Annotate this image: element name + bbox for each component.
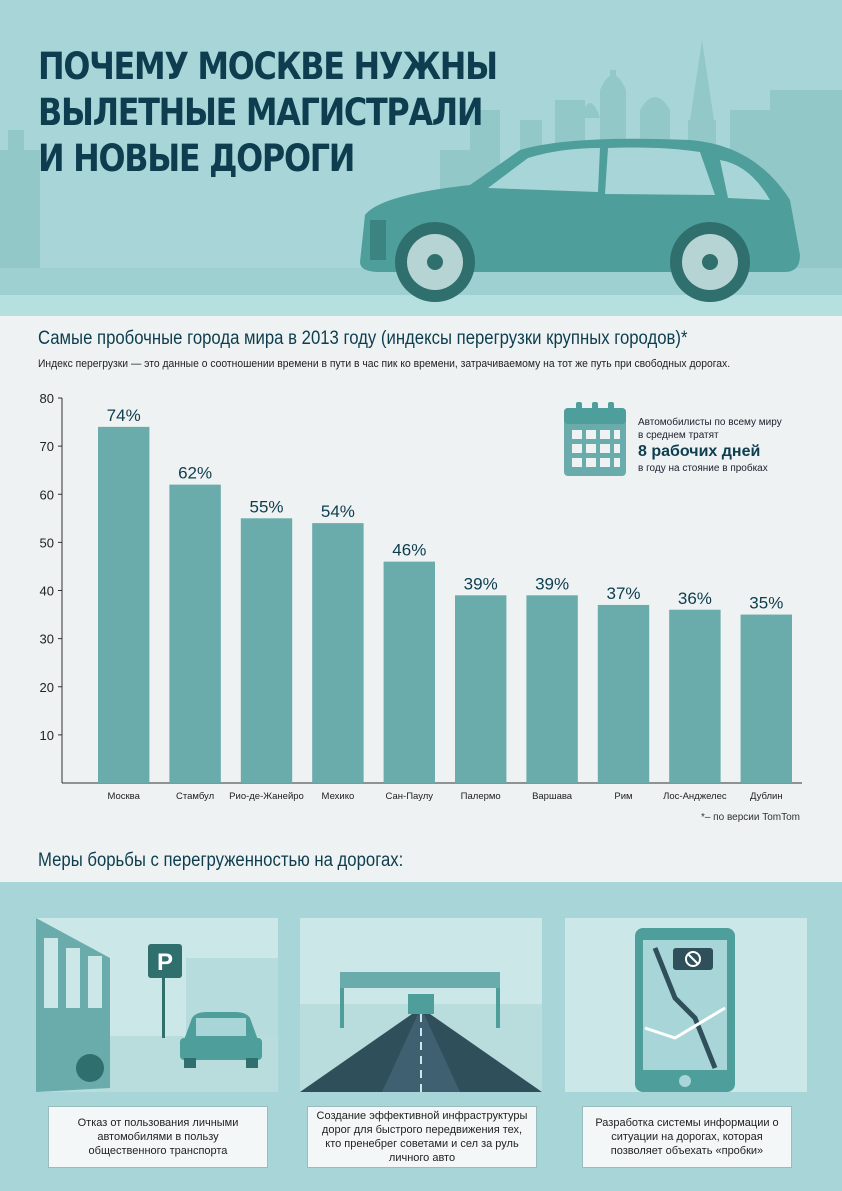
y-tick-label: 50: [40, 535, 54, 550]
bar-3: [240, 518, 293, 783]
road-icon: [300, 918, 542, 1092]
bar-10: [740, 614, 793, 783]
bar-4: [312, 523, 364, 783]
header-banner: ПОЧЕМУ МОСКВЕ НУЖНЫ ВЫЛЕТНЫЕ МАГИСТРАЛИ …: [0, 0, 842, 316]
category-label: Рим: [614, 791, 632, 802]
category-label: Москва: [107, 791, 140, 802]
chart-description: Индекс перегрузки — это данные о соотнош…: [38, 358, 731, 370]
measure-panel-transport: P: [36, 918, 278, 1092]
callout-highlight: 8 рабочих дней: [638, 443, 761, 460]
y-tick-label: 20: [40, 680, 54, 695]
bar-value-label: 39%: [464, 574, 498, 593]
category-label: Стамбул: [176, 791, 214, 802]
bar-value-label: 55%: [249, 497, 283, 516]
category-label: Дублин: [750, 791, 783, 802]
callout-box: Автомобилисты по всему миру в среднем тр…: [560, 400, 810, 490]
bar-value-label: 62%: [178, 464, 212, 483]
measures-section: P: [0, 882, 842, 1191]
navigator-icon: [565, 918, 807, 1092]
measure-caption-2: Создание эффективной инфраструктуры доро…: [307, 1106, 537, 1168]
bar-8: [597, 604, 650, 783]
city-car-illustration: [0, 40, 842, 316]
y-tick-label: 30: [40, 632, 54, 647]
bar-9: [669, 609, 721, 783]
bar-value-label: 39%: [535, 574, 569, 593]
y-tick-label: 40: [40, 584, 54, 599]
source-note: *– по версии TomTom: [700, 812, 800, 823]
calendar-icon: [564, 402, 626, 476]
car-icon: [360, 138, 800, 302]
bar-value-label: 46%: [392, 541, 426, 560]
y-tick-label: 60: [40, 487, 54, 502]
category-label: Рио-де-Жанейро: [229, 791, 304, 802]
callout-line-3: в году на стояние в пробках: [638, 463, 768, 474]
bar-7: [526, 595, 578, 783]
page-title: ПОЧЕМУ МОСКВЕ НУЖНЫ ВЫЛЕТНЫЕ МАГИСТРАЛИ …: [38, 44, 498, 182]
category-label: Палермо: [461, 791, 501, 802]
bar-2: [169, 484, 221, 783]
callout-text: Автомобилисты по всему миру в среднем тр…: [638, 416, 818, 475]
measure-caption-1: Отказ от пользования личными автомобилям…: [48, 1106, 268, 1168]
bar-1: [97, 426, 150, 783]
bar-5: [383, 561, 436, 783]
y-tick-label: 80: [40, 391, 54, 406]
title-line-2: ВЫЛЕТНЫЕ МАГИСТРАЛИ: [38, 91, 484, 134]
bar-value-label: 74%: [107, 406, 141, 425]
bar-6: [454, 595, 507, 783]
congestion-bar-chart: 10 20 30 40 50 60 70 80 74% Москва 62% Стамбул 55% Ри…: [40, 391, 802, 802]
callout-line-2: в среднем тратят: [638, 430, 719, 441]
y-tick-label: 10: [40, 728, 54, 743]
measure-caption-3: Разработка системы информации о ситуации…: [582, 1106, 792, 1168]
bar-value-label: 37%: [606, 584, 640, 603]
y-tick-label: 70: [40, 439, 54, 454]
measure-panel-infrastructure: [300, 918, 542, 1092]
parking-icon: P: [36, 918, 278, 1092]
bar-value-label: 35%: [749, 594, 783, 613]
callout-line-1: Автомобилисты по всему миру: [638, 417, 782, 428]
category-label: Сан-Паулу: [386, 791, 434, 802]
bar-value-label: 54%: [321, 502, 355, 521]
title-line-1: ПОЧЕМУ МОСКВЕ НУЖНЫ: [38, 45, 498, 88]
measures-title: Меры борьбы с перегруженностью на дорога…: [38, 850, 404, 871]
measure-panel-information: [565, 918, 807, 1092]
chart-title: Самые пробочные города мира в 2013 году …: [38, 328, 688, 349]
category-label: Лос-Анджелес: [663, 791, 727, 802]
bar-value-label: 36%: [678, 589, 712, 608]
category-label: Варшава: [532, 791, 573, 802]
svg-text:P: P: [157, 949, 173, 976]
category-label: Мехико: [322, 791, 355, 802]
title-line-3: И НОВЫЕ ДОРОГИ: [38, 137, 355, 180]
